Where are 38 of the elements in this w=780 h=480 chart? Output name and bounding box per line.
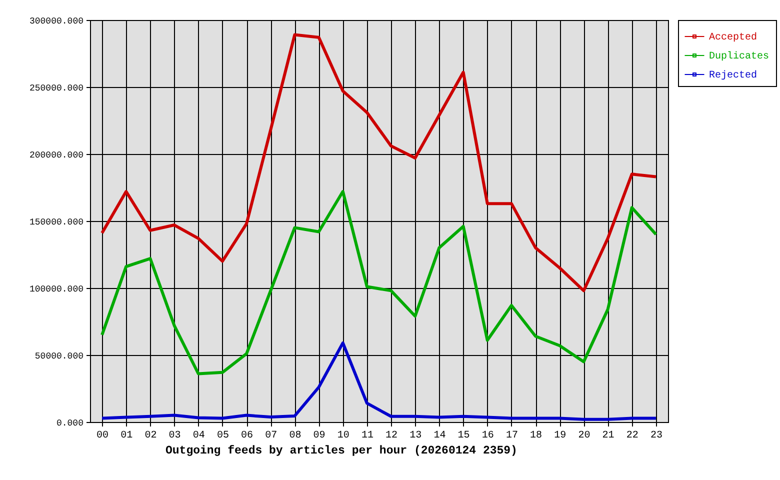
x-tick-label: 00 [96,430,109,442]
x-tick-label: 16 [482,430,494,442]
legend-label: Duplicates [709,50,770,62]
y-tick-label: 100000.000 [29,284,84,294]
x-tick-label: 12 [386,430,398,442]
x-tick-label: 01 [120,430,133,442]
line-series [100,33,658,292]
x-tick-label: 03 [168,430,181,442]
x-tick-label: 21 [602,430,614,442]
line-series [100,190,658,376]
x-tick-label: 04 [192,430,205,442]
x-tick-label: 17 [506,430,518,442]
y-tick-label: 150000.000 [29,218,84,228]
y-tick-label: 250000.000 [29,84,84,94]
x-tick-label: 06 [241,430,254,442]
y-tick-label: 200000.000 [29,150,84,160]
line-series [100,341,658,421]
x-tick-label: 08 [289,430,302,442]
x-tick-label: 22 [626,430,638,442]
x-tick-label: 09 [313,430,326,442]
y-tick-label: 50000.000 [34,352,84,362]
x-tick-label: 05 [216,430,229,442]
x-tick-label: 10 [337,430,350,442]
y-tick-label: 300000.000 [29,16,84,26]
legend-label: Rejected [709,70,758,82]
x-axis-title: Outgoing feeds by articles per hour (20260124 2359) [166,444,518,458]
x-tick-label: 15 [458,430,470,442]
x-tick-label: 18 [530,430,542,442]
x-tick-label: 11 [361,430,374,442]
legend-label: Accepted [709,32,758,44]
x-tick-label: 07 [265,430,278,442]
x-tick-label: 13 [410,430,422,442]
x-tick-label: 20 [578,430,590,442]
y-tick-label: 0.000 [56,418,84,428]
x-tick-label: 23 [650,430,662,442]
x-tick-label: 19 [554,430,566,442]
x-tick-label: 02 [144,430,157,442]
x-tick-label: 14 [434,430,446,442]
